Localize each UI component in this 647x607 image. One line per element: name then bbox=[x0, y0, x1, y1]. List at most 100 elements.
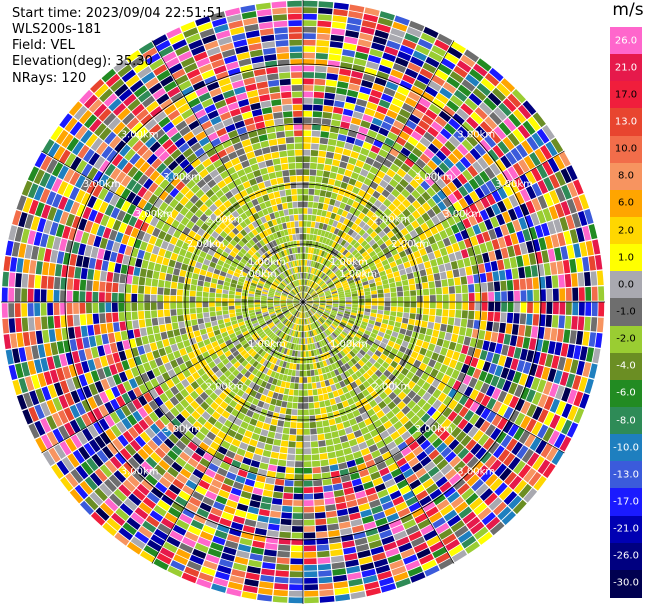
range-gate bbox=[260, 333, 267, 339]
range-gate bbox=[293, 344, 297, 350]
range-gate bbox=[112, 352, 121, 363]
range-gate bbox=[291, 350, 296, 357]
range-gate bbox=[295, 344, 299, 351]
range-gate bbox=[370, 365, 378, 373]
range-gate bbox=[415, 185, 426, 195]
range-gate bbox=[497, 259, 505, 271]
range-gate bbox=[315, 286, 320, 291]
range-gate bbox=[383, 420, 393, 430]
range-gate bbox=[262, 325, 269, 331]
range-gate bbox=[211, 457, 222, 467]
range-gate bbox=[244, 333, 251, 339]
range-gate bbox=[334, 587, 350, 595]
range-gate bbox=[296, 304, 301, 310]
range-gate bbox=[368, 336, 376, 343]
range-gate bbox=[405, 267, 413, 274]
range-gate bbox=[345, 308, 351, 312]
range-gate bbox=[303, 292, 305, 299]
range-gate bbox=[118, 243, 127, 254]
range-gate bbox=[410, 244, 419, 253]
range-gate bbox=[543, 381, 553, 395]
range-gate bbox=[304, 538, 316, 545]
range-gate bbox=[403, 312, 410, 319]
range-gate bbox=[377, 194, 387, 203]
range-gate bbox=[189, 296, 196, 302]
range-gate bbox=[332, 298, 339, 301]
range-gate bbox=[143, 415, 154, 427]
range-gate bbox=[382, 349, 390, 357]
range-gate bbox=[176, 254, 185, 263]
range-gate bbox=[324, 92, 336, 100]
range-gate bbox=[217, 415, 227, 425]
range-gate bbox=[177, 315, 184, 322]
range-gate bbox=[318, 249, 323, 256]
range-gate bbox=[310, 323, 314, 330]
range-gate bbox=[565, 373, 576, 388]
range-gate bbox=[368, 196, 377, 205]
range-gate bbox=[309, 289, 314, 295]
range-gate bbox=[370, 231, 378, 239]
range-gate bbox=[183, 339, 191, 348]
range-gate bbox=[162, 338, 170, 347]
range-gate bbox=[303, 428, 310, 435]
range-gate bbox=[154, 396, 164, 407]
range-gate bbox=[290, 308, 296, 313]
range-gate bbox=[485, 241, 494, 252]
range-gate bbox=[305, 325, 308, 331]
range-gate bbox=[164, 362, 173, 372]
range-gate bbox=[162, 257, 170, 266]
range-gate bbox=[317, 334, 323, 341]
range-gate bbox=[195, 447, 206, 457]
range-gate bbox=[525, 240, 534, 254]
range-gate bbox=[384, 297, 391, 302]
range-gate bbox=[303, 364, 307, 370]
range-gate bbox=[55, 264, 63, 277]
range-gate bbox=[429, 308, 436, 316]
range-gate bbox=[267, 376, 274, 384]
range-gate bbox=[344, 453, 354, 462]
range-gate bbox=[455, 293, 462, 302]
range-gate bbox=[410, 414, 420, 425]
range-gate bbox=[455, 430, 467, 443]
range-gate bbox=[184, 430, 195, 441]
range-gate bbox=[557, 356, 566, 371]
range-gate bbox=[100, 323, 108, 334]
range-gate bbox=[452, 325, 460, 335]
range-gate bbox=[342, 420, 351, 429]
range-gate bbox=[118, 350, 127, 361]
range-gate bbox=[223, 335, 231, 342]
range-gate bbox=[332, 303, 339, 306]
range-gate bbox=[310, 290, 315, 295]
range-gate bbox=[238, 277, 245, 283]
range-gate bbox=[150, 452, 162, 464]
range-gate bbox=[295, 331, 299, 338]
range-gate bbox=[571, 316, 578, 330]
range-gate bbox=[40, 289, 47, 302]
range-gate bbox=[575, 227, 585, 243]
range-gate bbox=[189, 554, 205, 566]
range-gate bbox=[151, 317, 159, 326]
range-gate bbox=[288, 322, 293, 328]
range-gate bbox=[259, 394, 267, 402]
range-gate bbox=[386, 441, 397, 451]
range-gate bbox=[196, 313, 204, 319]
range-gate bbox=[230, 316, 237, 322]
range-gate bbox=[339, 303, 345, 307]
range-gate bbox=[485, 473, 498, 487]
range-gate bbox=[340, 155, 350, 163]
range-gate bbox=[454, 343, 463, 353]
range-gate bbox=[281, 401, 288, 408]
range-gate bbox=[468, 93, 482, 106]
range-gate bbox=[305, 338, 308, 344]
range-gate bbox=[211, 583, 227, 593]
range-gate bbox=[372, 404, 381, 413]
range-gate bbox=[440, 271, 447, 280]
range-gate bbox=[283, 388, 290, 395]
range-gate bbox=[227, 429, 237, 438]
range-gate bbox=[63, 252, 71, 265]
range-gate bbox=[317, 242, 322, 249]
range-gate bbox=[509, 335, 518, 347]
range-gate bbox=[310, 309, 315, 314]
range-gate bbox=[433, 273, 441, 281]
range-gate bbox=[306, 304, 311, 309]
